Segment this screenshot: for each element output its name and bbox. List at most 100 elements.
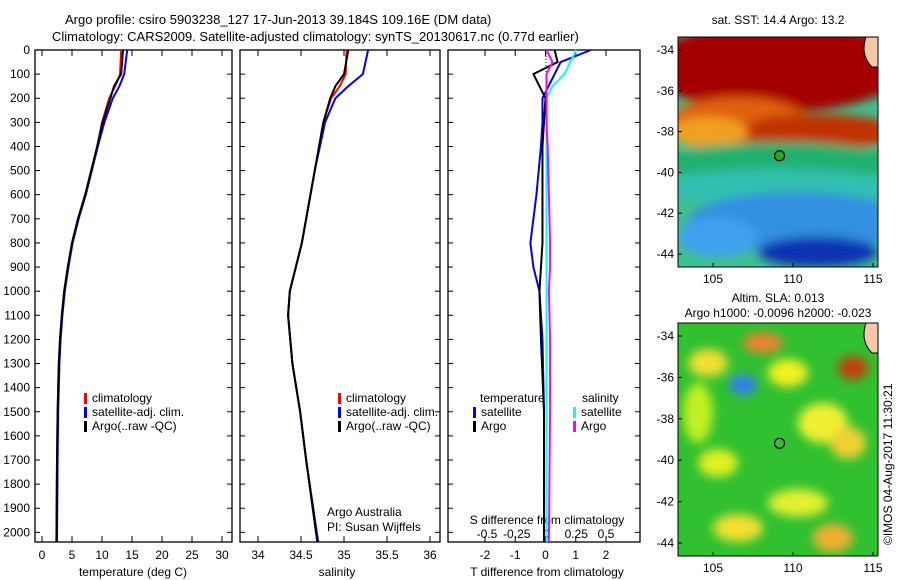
- legend-salinity-title: salinity: [582, 391, 619, 405]
- title-line1: Argo profile: csiro 5903238_127 17-Jun-2…: [65, 12, 492, 27]
- lon-tick-label: 105: [703, 272, 723, 286]
- argo-position-marker: [773, 437, 786, 449]
- x-axis-label-temperature: temperature (deg C): [79, 565, 187, 579]
- map-blobs: [678, 37, 878, 267]
- sal-legend-swatch: [338, 407, 341, 418]
- credit-text: Argo Australia: [327, 505, 402, 519]
- x-axis-label-salinity: salinity: [319, 565, 356, 579]
- x-tick-label: 36: [423, 548, 437, 562]
- map-blob: [678, 117, 748, 147]
- s-argo-line: [545, 49, 554, 543]
- lat-tick-label: -34: [657, 43, 675, 57]
- sdiff-legend-swatch: [573, 407, 576, 418]
- lon-tick-label: 110: [783, 561, 802, 575]
- s-sat-line: [545, 49, 578, 542]
- x-tick-label: 34.5: [289, 548, 313, 562]
- map-frame: [677, 36, 879, 268]
- depth-tick-label: 200: [10, 91, 30, 105]
- lat-tick-label: -38: [657, 125, 675, 139]
- sal-line-1: [287, 49, 370, 543]
- map-1: -34 -36 -38 -40 -42 -44 105 110 115 sat. SST: 14.…: [657, 13, 883, 286]
- depth-tick-label: 900: [10, 260, 30, 274]
- sal-legend-swatch: [338, 421, 341, 432]
- map-blob: [738, 114, 878, 150]
- lat-tick-label: -38: [657, 412, 675, 426]
- depth-tick-label: 0: [23, 43, 30, 57]
- depth-tick-label: 400: [10, 139, 30, 153]
- temp-line-2: [55, 49, 124, 543]
- map-blob: [768, 359, 808, 387]
- timestamp-stamp: ©IMOS 04-Aug-2017 11:30:21: [881, 383, 895, 545]
- t-argo-line: [532, 49, 559, 542]
- depth-tick-label: 500: [10, 164, 30, 178]
- map-blob: [758, 237, 878, 267]
- lat-tick-label: -44: [657, 536, 675, 550]
- temp-line-1: [56, 49, 129, 543]
- lat-tick-label: -36: [657, 370, 675, 384]
- map-blobs: [683, 333, 868, 552]
- t-diff-axis-label: T difference from climatology: [470, 565, 624, 579]
- lon-tick-label: 105: [703, 561, 723, 575]
- map-blob: [678, 217, 758, 257]
- depth-tick-label: 1000: [3, 284, 30, 298]
- x-tick-label: 34: [251, 548, 265, 562]
- x-tick-label: 1: [572, 548, 579, 562]
- map-title: sat. SST: 14.4 Argo: 13.2: [712, 13, 845, 27]
- sal-line-0: [287, 49, 348, 543]
- sal-legend-label: satellite-adj. clim.: [346, 405, 438, 419]
- legend-temperature-title: temperature: [480, 391, 545, 405]
- sal-legend-label: climatology: [346, 391, 406, 405]
- depth-tick-label: 1800: [3, 477, 30, 491]
- lat-tick-label: -44: [657, 247, 675, 261]
- land-icon: [863, 323, 878, 354]
- map-blob: [743, 333, 783, 353]
- title-line2: Climatology: CARS2009. Satellite-adjuste…: [52, 29, 579, 44]
- x-tick-label: 35: [337, 548, 351, 562]
- map-blob: [838, 356, 868, 380]
- lat-tick-label: -42: [657, 206, 675, 220]
- map-frame: [677, 322, 879, 557]
- x-tick-label: 5: [69, 548, 76, 562]
- map-blob: [688, 349, 728, 377]
- depth-tick-label: 600: [10, 188, 30, 202]
- depth-tick-label: 1500: [3, 405, 30, 419]
- temp-legend-label: satellite-adj. clim.: [92, 405, 184, 419]
- x-tick-label: -2: [480, 548, 491, 562]
- lat-tick-label: -40: [657, 165, 675, 179]
- x-tick-label: 25: [185, 548, 199, 562]
- sal-legend-label: Argo(..raw -QC): [346, 419, 431, 433]
- depth-tick-label: 1100: [4, 308, 30, 322]
- temp-legend-swatch: [84, 393, 87, 404]
- depth-tick-label: 1700: [3, 453, 30, 467]
- temp-line-0: [55, 49, 123, 543]
- s-diff-tick-label: -0.25: [503, 527, 531, 541]
- depth-tick-label: 300: [10, 115, 30, 129]
- map-blob: [713, 514, 763, 542]
- tdiff-legend-swatch: [473, 421, 476, 432]
- argo-position-marker: [773, 150, 786, 162]
- depth-tick-label: 100: [10, 67, 30, 81]
- t-sat-line: [529, 49, 592, 542]
- map-blob: [698, 449, 738, 477]
- x-tick-label: 35.5: [375, 548, 399, 562]
- map-blob: [678, 37, 878, 112]
- map-blob: [813, 524, 853, 552]
- x-tick-label: 15: [125, 548, 139, 562]
- map-blob: [683, 383, 713, 443]
- sal-line-2: [287, 49, 350, 543]
- lat-tick-label: -36: [657, 84, 675, 98]
- map-blob: [729, 375, 757, 395]
- temp-legend-label: climatology: [92, 391, 152, 405]
- temp-legend-label: Argo(..raw -QC): [92, 419, 177, 433]
- depth-tick-label: 1600: [3, 429, 30, 443]
- x-tick-label: 2: [603, 548, 610, 562]
- depth-tick-label: 800: [10, 236, 30, 250]
- tdiff-legend-label: satellite: [481, 405, 522, 419]
- x-tick-label: 0: [39, 548, 46, 562]
- sdiff-legend-label: satellite: [581, 405, 622, 419]
- lon-tick-label: 115: [863, 272, 882, 286]
- x-tick-label: 10: [95, 548, 109, 562]
- panel-frame-1: [34, 49, 233, 543]
